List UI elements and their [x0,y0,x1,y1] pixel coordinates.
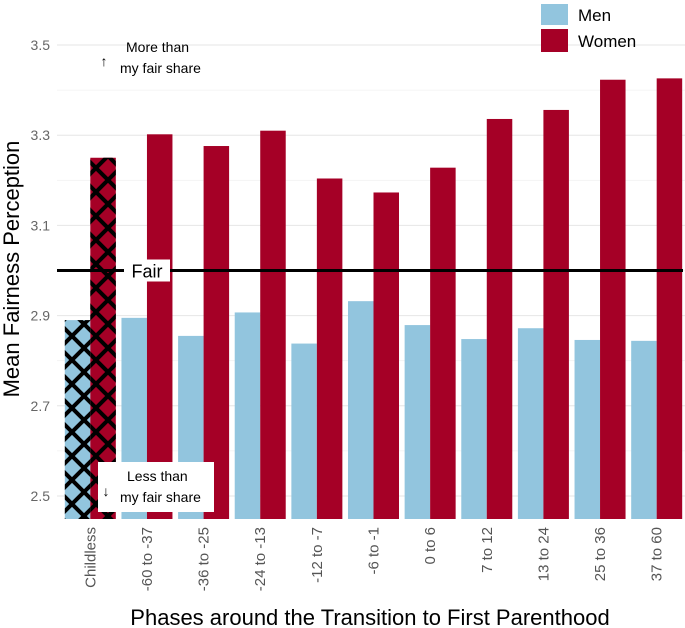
bar-men [461,339,487,519]
fair-label-background [124,259,170,282]
x-tick-label: -24 to -13 [252,527,269,591]
bar-men [574,339,601,519]
bar-women [316,178,343,519]
bar-women [600,79,626,520]
x-tick-label: 13 to 24 [535,527,552,581]
bar-women [543,109,569,519]
up-arrow-icon: ↑ [101,53,108,69]
lower-annotation-background [98,462,214,512]
bar-men [631,340,657,519]
y-axis-ticks: 2.5 2.7 2.9 3.1 3.3 3.5 [31,37,51,504]
fair-label: Fair [132,262,163,282]
bar-women [373,192,399,520]
lower-annotation-line2: my fair share [120,489,201,505]
legend: Men Women [541,4,636,52]
x-tick-label: -6 to -1 [366,527,383,575]
legend-label-women: Women [578,32,636,51]
upper-annotation-line1: More than [126,39,189,55]
bar-women [486,118,513,520]
y-tick-label: 2.5 [31,488,51,504]
x-tick-label: 37 to 60 [649,527,666,581]
bars [64,78,683,520]
bar-women [146,134,173,519]
y-tick-label: 2.7 [31,398,51,414]
legend-swatch-men [541,4,568,25]
bar-men [404,325,431,519]
bar-women [203,146,230,520]
x-tick-label: -12 to -7 [309,527,326,583]
bar-men [291,343,317,519]
fair-reference: Fair [57,259,683,282]
x-axis-title: Phases around the Transition to First Pa… [130,605,609,628]
legend-label-men: Men [578,6,611,25]
bar-women [260,130,286,519]
lower-annotation: ↓ Less than my fair share [98,462,214,512]
bar-men [348,301,374,519]
bar-men [234,312,261,519]
y-tick-label: 2.9 [31,308,51,324]
bar-women [430,167,456,519]
legend-swatch-women [541,29,568,52]
y-axis-title: Mean Fairness Perception [0,141,24,398]
x-tick-label: 7 to 12 [479,527,496,573]
bar-women [656,78,683,520]
x-tick-label: Childless [82,527,99,588]
upper-annotation: ↑ More than my fair share [101,39,202,76]
bar-men [517,328,544,519]
x-tick-label: -60 to -37 [139,527,156,591]
x-tick-label: 0 to 6 [422,527,439,565]
x-tick-label: 25 to 36 [592,527,609,581]
x-tick-label: -36 to -25 [196,527,213,591]
x-axis-ticks: Childless -60 to -37 -36 to -25 -24 to -13 -… [82,527,665,591]
down-arrow-icon: ↓ [103,483,110,499]
y-tick-label: 3.5 [31,37,51,53]
bar-hatch-men [64,320,91,519]
upper-annotation-line2: my fair share [120,60,201,76]
y-tick-label: 3.1 [31,217,51,233]
bar-hatch-women [90,157,116,519]
y-tick-label: 3.3 [31,127,51,143]
lower-annotation-line1: Less than [127,468,188,484]
